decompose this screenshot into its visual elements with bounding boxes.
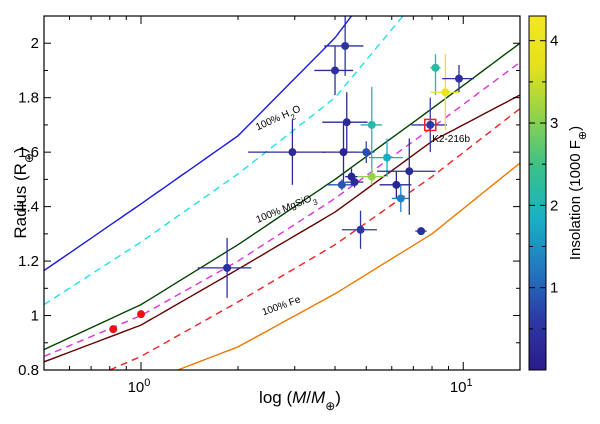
planet-point-23	[454, 74, 463, 83]
plot-frame	[43, 15, 521, 371]
planet-point-19	[417, 227, 426, 236]
planet-point-20	[426, 120, 435, 129]
colorbar-gradient	[528, 15, 547, 371]
planet-point-21	[431, 63, 440, 72]
composition-curve-1	[44, 16, 404, 306]
y-tick-label: 2	[31, 35, 39, 52]
y-axis: 0.8 1 1.2 1.4 1.6 1.8 2	[18, 35, 520, 379]
earth-symbol: ⊕	[325, 399, 335, 413]
earth-symbol: ⊕	[22, 153, 36, 163]
y-tick-label: 1.4	[18, 199, 39, 216]
x-tick-label: 100	[128, 377, 151, 396]
colorbar-label: Insolation (1000 F⊕)	[567, 126, 589, 260]
planet-point-12	[362, 148, 371, 157]
curve-label-0: 100% H2O	[254, 104, 304, 137]
planet-point-16	[392, 180, 401, 189]
planet-point-6	[342, 118, 351, 127]
composition-curve-2	[44, 42, 520, 351]
colorbar-tick-label: 3	[550, 115, 558, 132]
planet-point-8	[337, 180, 346, 189]
planet-point-22	[441, 88, 450, 97]
composition-curve-5	[109, 108, 520, 370]
y-tick-label: 0.8	[18, 362, 39, 379]
composition-curve-4	[44, 94, 520, 363]
errorbars-layer	[197, 16, 475, 298]
composition-curve-3	[44, 61, 520, 358]
y-tick-label: 1	[31, 308, 39, 325]
planet-point-18	[405, 167, 414, 176]
planet-point-5	[341, 41, 350, 50]
composition-curve-6	[177, 162, 520, 370]
planet-label: K2-216b	[432, 134, 470, 145]
planet-point-4	[331, 66, 340, 75]
x-axis-label: log (M/M⊕)	[259, 388, 341, 413]
points-layer: K2-216b	[109, 41, 471, 334]
y-tick-label: 1.6	[18, 144, 39, 161]
x-tick-label: 101	[450, 377, 473, 396]
colorbar-tick-label: 4	[550, 33, 558, 50]
planet-point-1	[137, 310, 146, 319]
y-tick-label: 1.2	[18, 253, 39, 270]
x-axis: 100 101	[43, 16, 473, 396]
curves-layer	[44, 16, 520, 370]
y-tick-label: 1.8	[18, 90, 39, 107]
planet-point-17	[396, 194, 405, 203]
composition-curve-0	[44, 16, 353, 272]
planet-point-3	[288, 148, 297, 157]
colorbar-tick-label: 1	[550, 280, 558, 297]
curve-label-1: 100% MgSiO3	[255, 192, 320, 229]
y-axis-label: Radius (R⊕)	[11, 147, 36, 238]
highlight-box	[424, 118, 437, 132]
planet-point-0	[109, 325, 118, 334]
planet-point-13	[367, 120, 376, 129]
planet-point-7	[339, 148, 348, 157]
planet-point-2	[223, 263, 232, 272]
planet-point-15	[383, 153, 392, 162]
planet-point-10	[350, 178, 359, 187]
planet-point-14	[367, 172, 376, 181]
colorbar: 1 2 3 4 Insolation (1000 F⊕)	[528, 15, 589, 371]
planet-point-11	[356, 225, 365, 234]
colorbar-tick-label: 2	[550, 197, 558, 214]
